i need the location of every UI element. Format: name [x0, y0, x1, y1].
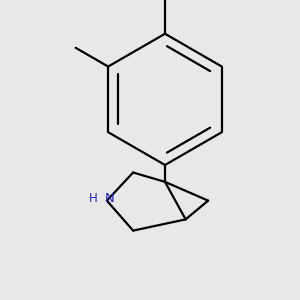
Text: N: N	[105, 192, 115, 205]
Text: H: H	[89, 192, 98, 205]
